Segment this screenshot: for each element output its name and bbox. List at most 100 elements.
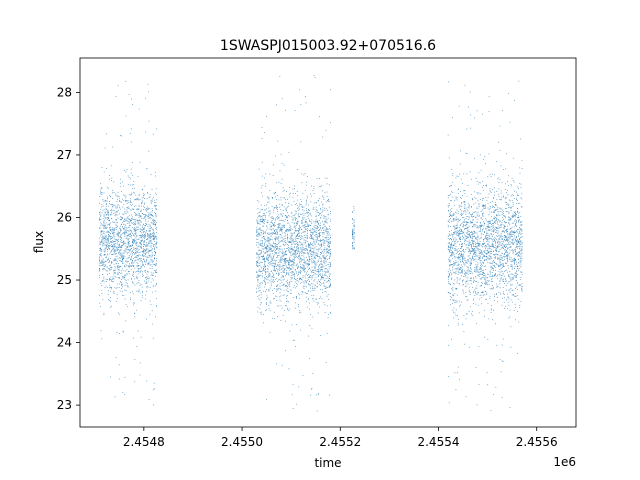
data-point — [288, 230, 290, 232]
data-point — [300, 267, 302, 269]
data-point — [312, 234, 314, 235]
data-point — [452, 254, 454, 256]
data-point — [138, 282, 140, 284]
data-point — [133, 184, 135, 185]
data-point — [467, 247, 469, 249]
data-point — [143, 193, 145, 195]
data-point — [321, 260, 323, 262]
data-point — [258, 249, 260, 251]
data-point — [292, 253, 294, 255]
data-point — [283, 189, 285, 191]
data-point — [471, 310, 473, 312]
data-point — [456, 278, 458, 280]
data-point — [454, 293, 456, 295]
data-point — [131, 266, 133, 267]
data-point — [280, 277, 282, 279]
data-point — [128, 249, 130, 251]
data-point — [116, 240, 118, 241]
data-point — [308, 219, 310, 221]
data-point — [130, 209, 132, 211]
data-point — [151, 261, 153, 263]
data-point — [266, 289, 267, 290]
data-point — [265, 239, 266, 241]
data-point — [268, 250, 270, 252]
data-point — [124, 279, 126, 280]
data-point — [321, 266, 322, 268]
data-point — [138, 245, 140, 247]
data-point — [113, 247, 115, 249]
data-point — [326, 255, 328, 256]
data-point — [304, 277, 306, 279]
data-point — [452, 287, 454, 288]
data-point — [127, 241, 129, 243]
data-point — [122, 262, 124, 264]
data-point — [324, 274, 326, 275]
data-point — [106, 281, 107, 282]
data-point — [146, 210, 148, 212]
data-point — [301, 238, 303, 240]
data-point — [447, 235, 449, 237]
data-point — [308, 213, 310, 215]
data-point — [280, 295, 282, 297]
data-point — [468, 289, 470, 291]
data-point — [122, 330, 124, 332]
data-point — [122, 283, 124, 285]
data-point — [466, 223, 468, 225]
data-point — [147, 192, 149, 194]
data-point — [267, 245, 269, 247]
data-point — [454, 242, 456, 244]
data-point — [327, 241, 329, 243]
data-point — [275, 288, 277, 290]
data-point — [287, 248, 289, 249]
data-point — [121, 272, 123, 274]
data-point — [118, 364, 120, 366]
data-point — [116, 267, 118, 269]
data-point — [261, 219, 263, 220]
data-point — [265, 251, 266, 253]
data-point — [267, 233, 269, 235]
data-point — [144, 185, 146, 187]
data-point — [144, 234, 146, 236]
data-point — [106, 239, 108, 241]
data-point — [268, 257, 270, 259]
data-point — [132, 174, 134, 176]
data-point — [151, 233, 153, 235]
data-point — [464, 190, 466, 191]
data-point — [148, 120, 150, 122]
data-point — [450, 247, 452, 248]
data-point — [129, 245, 131, 247]
data-point — [113, 253, 115, 255]
data-point — [120, 228, 122, 230]
data-point — [149, 245, 151, 247]
data-point — [265, 241, 267, 243]
data-point — [109, 273, 110, 274]
data-point — [467, 267, 469, 268]
data-point — [132, 104, 134, 106]
data-point — [151, 278, 153, 279]
data-point — [125, 304, 127, 305]
data-point — [327, 277, 329, 279]
data-point — [257, 246, 259, 248]
data-point — [144, 244, 145, 246]
data-point — [461, 178, 463, 180]
data-point — [125, 237, 127, 239]
data-point — [137, 265, 139, 267]
data-point — [449, 264, 451, 266]
data-point — [124, 251, 126, 253]
data-point — [303, 234, 305, 236]
data-point — [263, 236, 265, 238]
data-point — [104, 240, 106, 242]
data-point — [469, 257, 471, 259]
data-point — [318, 248, 319, 250]
data-point — [110, 196, 111, 198]
data-point — [148, 278, 150, 280]
data-point — [257, 260, 259, 262]
data-point — [260, 192, 262, 194]
data-point — [115, 194, 117, 196]
data-point — [311, 275, 313, 277]
data-point — [269, 210, 271, 212]
data-point — [464, 263, 466, 265]
data-point — [280, 272, 282, 273]
data-point — [261, 195, 263, 197]
data-point — [311, 215, 313, 217]
